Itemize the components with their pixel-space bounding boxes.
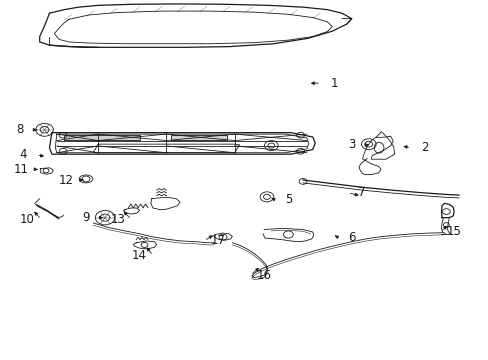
Text: 9: 9: [82, 211, 90, 224]
FancyBboxPatch shape: [64, 135, 140, 140]
Text: 14: 14: [132, 249, 147, 262]
Text: 2: 2: [420, 141, 428, 154]
Text: 5: 5: [284, 193, 291, 206]
Text: 3: 3: [347, 138, 355, 151]
Text: 11: 11: [14, 163, 29, 176]
Text: 7: 7: [357, 186, 365, 199]
Text: 6: 6: [347, 231, 355, 244]
FancyBboxPatch shape: [171, 135, 227, 140]
Text: 12: 12: [59, 174, 74, 186]
Text: 8: 8: [17, 123, 24, 136]
Text: 4: 4: [19, 148, 26, 161]
Text: 15: 15: [446, 225, 461, 238]
Text: 1: 1: [330, 77, 338, 90]
Text: 13: 13: [110, 213, 125, 226]
Text: 16: 16: [256, 269, 271, 282]
Text: 17: 17: [210, 234, 224, 247]
Text: 10: 10: [20, 213, 35, 226]
